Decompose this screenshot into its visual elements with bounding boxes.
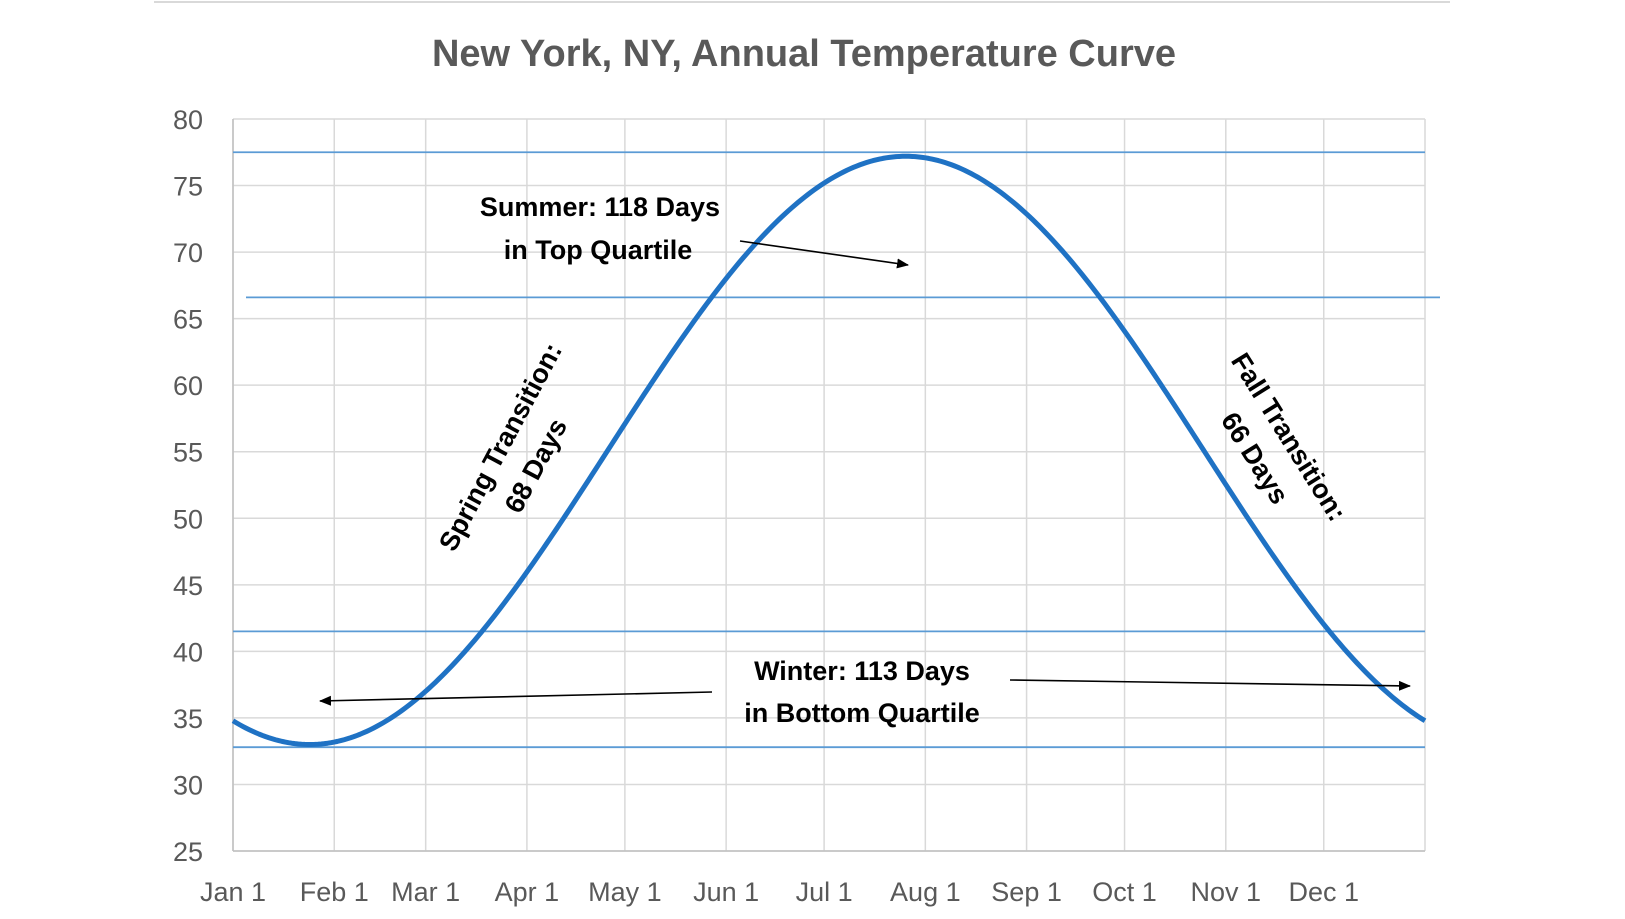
summer-annotation-line1: Summer: 118 Days — [480, 192, 720, 222]
y-tick-label: 70 — [173, 238, 203, 268]
winter-annotation-line1: Winter: 113 Days — [754, 656, 970, 686]
chart-title: New York, NY, Annual Temperature Curve — [432, 33, 1176, 75]
y-tick-label: 30 — [173, 770, 203, 800]
y-tick-label: 45 — [173, 571, 203, 601]
spring-annotation: Spring Transition: 68 Days — [433, 338, 573, 556]
y-tick-label: 55 — [173, 438, 203, 468]
y-tick-label: 80 — [173, 105, 203, 135]
reference-lines — [233, 151, 1440, 749]
x-tick-label: May 1 — [588, 877, 662, 907]
winter-annotation-line2: in Bottom Quartile — [744, 698, 980, 728]
grid — [232, 118, 1426, 852]
x-tick-label: Jul 1 — [796, 877, 853, 907]
x-tick-label: Jun 1 — [693, 877, 759, 907]
summer-annotation: Summer: 118 Days in Top Quartile — [480, 192, 720, 265]
y-tick-label: 60 — [173, 371, 203, 401]
x-tick-label: Nov 1 — [1191, 877, 1262, 907]
x-tick-label: Apr 1 — [495, 877, 560, 907]
axes: 25 30 35 40 45 50 55 60 65 70 75 80 Jan 1 Feb 1 Mar 1 A… — [173, 105, 1425, 907]
winter-annotation: Winter: 113 Days in Bottom Quartile — [744, 656, 980, 728]
summer-arrow — [739, 240, 909, 269]
temperature-curve — [231, 153, 1427, 748]
winter-arrow-right — [1009, 679, 1411, 691]
x-tick-label: Mar 1 — [391, 877, 460, 907]
y-tick-label: 75 — [173, 172, 203, 202]
winter-arrow-left — [319, 691, 713, 706]
x-tick-label: Feb 1 — [300, 877, 369, 907]
y-tick-label: 50 — [173, 504, 203, 534]
series — [231, 153, 1427, 748]
x-tick-label: Aug 1 — [890, 877, 961, 907]
x-tick-label: Oct 1 — [1092, 877, 1157, 907]
x-tick-label: Sep 1 — [991, 877, 1062, 907]
y-tick-label: 40 — [173, 637, 203, 667]
y-tick-label: 25 — [173, 837, 203, 867]
x-tick-label: Dec 1 — [1288, 877, 1359, 907]
summer-annotation-line2: in Top Quartile — [504, 235, 693, 265]
x-tick-label: Jan 1 — [200, 877, 266, 907]
y-tick-label: 65 — [173, 305, 203, 335]
y-tick-label: 35 — [173, 704, 203, 734]
